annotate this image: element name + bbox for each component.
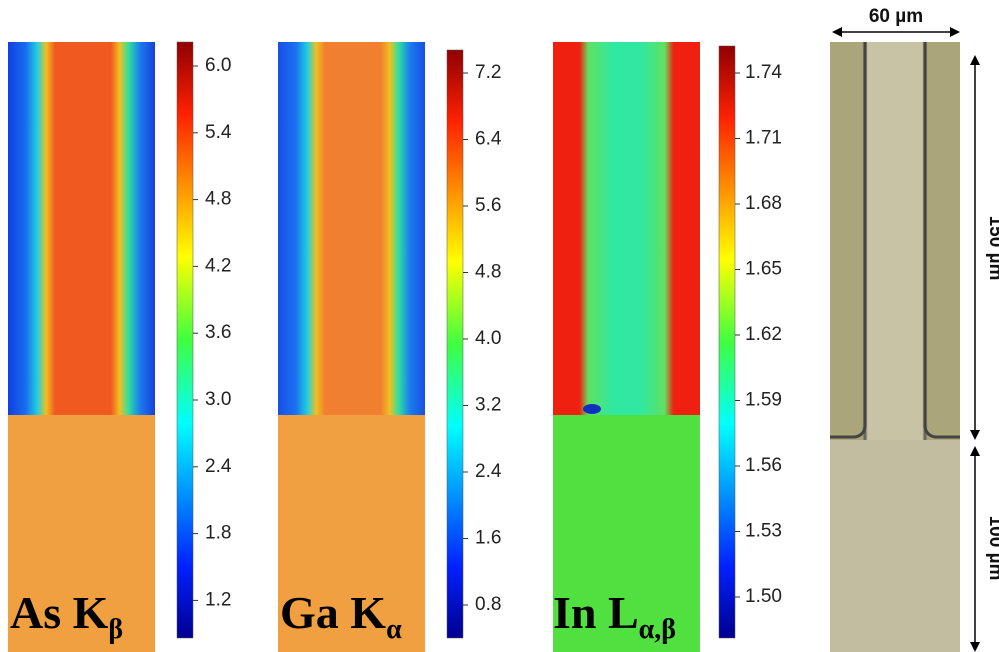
panel-label-sub: α: [386, 614, 402, 645]
colorbar-tick-label: 6.4: [475, 129, 502, 150]
colorbar: [446, 49, 464, 639]
colorbar-tick-label: 1.62: [745, 324, 782, 345]
colorbar-tick-label: 4.8: [205, 189, 231, 210]
heatmap: [8, 42, 155, 415]
heatmap: [553, 415, 700, 652]
colorbar-tick-label: 4.2: [205, 255, 231, 276]
colorbar-tick-label: 2.4: [205, 456, 232, 477]
colorbar-tick-label: 1.59: [745, 390, 782, 411]
colorbar-tick-label: 3.2: [475, 395, 501, 416]
colorbar-tick-label: 1.74: [745, 62, 782, 83]
colorbar-tick-label: 1.53: [745, 521, 782, 542]
length-label: 100 µm: [985, 516, 999, 581]
colorbar-tick-label: 1.56: [745, 455, 782, 476]
colorbar-tick-label: 6.0: [205, 55, 231, 76]
colorbar-tick-label: 4.8: [475, 262, 501, 283]
panel-label: As Kβ: [10, 587, 123, 645]
panel-label: In Lα,β: [553, 587, 676, 645]
panel-label-main: Ga K: [280, 587, 386, 638]
colorbar-tick-label: 1.65: [745, 259, 782, 280]
dimension-arrows: [832, 27, 980, 652]
colorbar-tick-label: 1.68: [745, 193, 782, 214]
heatmap: [8, 415, 155, 652]
colorbar-tick-label: 4.0: [475, 328, 501, 349]
colorbar-tick-label: 0.8: [475, 594, 501, 615]
colorbar-tick-label: 1.2: [205, 589, 231, 610]
colorbar-tick-label: 3.6: [205, 322, 231, 343]
panel-label-main: As K: [10, 587, 109, 638]
colorbar-tick-label: 2.4: [475, 461, 502, 482]
heatmap: [278, 415, 425, 652]
panel-label: Ga Kα: [280, 587, 402, 645]
heatmap: [278, 42, 425, 415]
colorbar-tick-label: 1.71: [745, 128, 782, 149]
colorbar-tick-label: 5.6: [475, 195, 501, 216]
colorbar: [176, 41, 194, 639]
micrograph: [830, 440, 960, 652]
colorbar: [718, 45, 736, 639]
micrograph-edge: [830, 42, 960, 439]
width-label: 60 µm: [869, 6, 923, 27]
colorbar-tick-label: 1.8: [205, 523, 231, 544]
heatmap-spot: [583, 404, 601, 414]
colorbar-tick-label: 3.0: [205, 389, 231, 410]
length-label: 150 µm: [985, 216, 999, 281]
colorbar-tick-label: 1.50: [745, 586, 782, 607]
colorbar-tick-label: 1.6: [475, 528, 501, 549]
panel-label-main: In L: [553, 587, 639, 638]
heatmap: [553, 42, 700, 415]
colorbar-tick-label: 5.4: [205, 122, 232, 143]
panel-label-sub: α,β: [639, 614, 676, 645]
colorbar-tick-label: 7.2: [475, 62, 501, 83]
panel-label-sub: β: [108, 614, 123, 645]
